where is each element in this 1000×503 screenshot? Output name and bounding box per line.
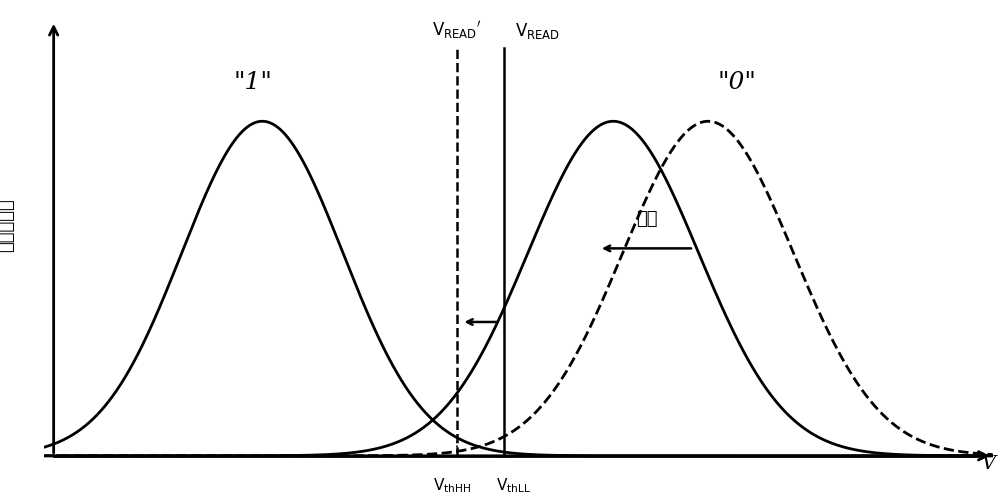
Text: V: V (981, 455, 995, 473)
Text: $\mathrm{V}_{\mathrm{READ}}$: $\mathrm{V}_{\mathrm{READ}}$ (515, 21, 560, 41)
Text: 占总百分比: 占总百分比 (0, 199, 15, 253)
Text: $\mathrm{V}_{\mathrm{thHH}}$: $\mathrm{V}_{\mathrm{thHH}}$ (433, 476, 471, 494)
Text: "1": "1" (233, 71, 272, 95)
Text: "0": "0" (717, 71, 756, 95)
Text: 辐照: 辐照 (636, 210, 657, 228)
Text: $\mathrm{V}_{\mathrm{thLL}}$: $\mathrm{V}_{\mathrm{thLL}}$ (496, 476, 531, 494)
Text: $\mathrm{V}_{\mathrm{READ}}$$'$: $\mathrm{V}_{\mathrm{READ}}$$'$ (432, 19, 482, 41)
